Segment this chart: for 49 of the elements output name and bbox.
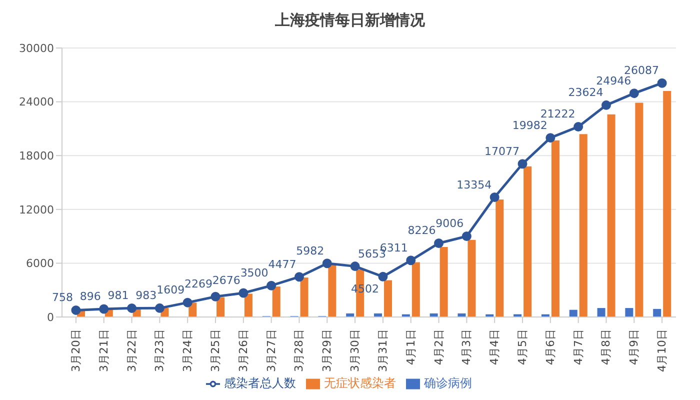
data-label: 2269	[184, 278, 212, 291]
data-label: 21222	[540, 108, 576, 121]
data-label: 23624	[568, 86, 604, 100]
x-tick-label: 3月31日	[376, 329, 390, 372]
chart-title: 上海疫情每日新增情况	[274, 10, 426, 31]
x-tick-label: 4月9日	[628, 329, 641, 365]
legend-label: 确诊病例	[424, 376, 472, 390]
data-label: 17077	[484, 144, 520, 158]
x-tick-label: 3月22日	[125, 329, 138, 372]
data-label: 3500	[240, 266, 268, 280]
x-tick-label: 4月3日	[460, 329, 474, 365]
y-tick-label: 6000	[26, 257, 54, 270]
x-tick-label: 3月29日	[320, 329, 334, 372]
legend-label: 感染者总人数	[224, 376, 296, 390]
x-tick-label: 3月27日	[264, 329, 278, 372]
x-tick-label: 4月10日	[656, 329, 669, 372]
x-tick-label: 3月20日	[69, 329, 82, 372]
legend-label: 无症状感染者	[324, 376, 396, 390]
x-tick-label: 4月2日	[432, 329, 446, 365]
y-tick-label: 30000	[19, 42, 54, 55]
y-tick-label: 24000	[19, 96, 54, 109]
x-tick-label: 4月4日	[488, 329, 502, 365]
x-tick-label: 3月21日	[97, 329, 110, 372]
data-label: 19982	[512, 118, 548, 132]
x-tick-label: 3月24日	[181, 329, 194, 372]
data-label: 983	[136, 289, 157, 302]
data-label: 758	[52, 291, 73, 304]
data-label: 9006	[436, 217, 464, 230]
data-label: 981	[108, 289, 129, 302]
x-tick-label: 3月28日	[292, 329, 306, 372]
y-tick-label: 0	[47, 310, 54, 324]
x-tick-label: 4月7日	[572, 329, 585, 365]
data-label: 13354	[456, 178, 492, 192]
x-tick-label: 3月25日	[209, 329, 222, 372]
data-label: 8226	[408, 224, 436, 238]
y-tick-label: 18000	[19, 150, 54, 163]
x-tick-label: 3月30日	[348, 329, 362, 372]
x-tick-label: 4月1日	[404, 329, 418, 365]
data-label: 2676	[212, 274, 240, 288]
x-tick-label: 4月6日	[544, 329, 557, 365]
data-label: 4477	[268, 258, 296, 271]
data-label: 896	[80, 290, 101, 303]
data-label: 5982	[296, 244, 324, 258]
data-label: 1609	[156, 284, 185, 297]
y-tick-label: 12000	[19, 203, 54, 216]
x-tick-label: 3月26日	[236, 329, 250, 372]
x-tick-label: 4月8日	[600, 329, 613, 365]
x-tick-label: 3月23日	[153, 329, 166, 372]
x-tick-label: 4月5日	[516, 329, 529, 365]
